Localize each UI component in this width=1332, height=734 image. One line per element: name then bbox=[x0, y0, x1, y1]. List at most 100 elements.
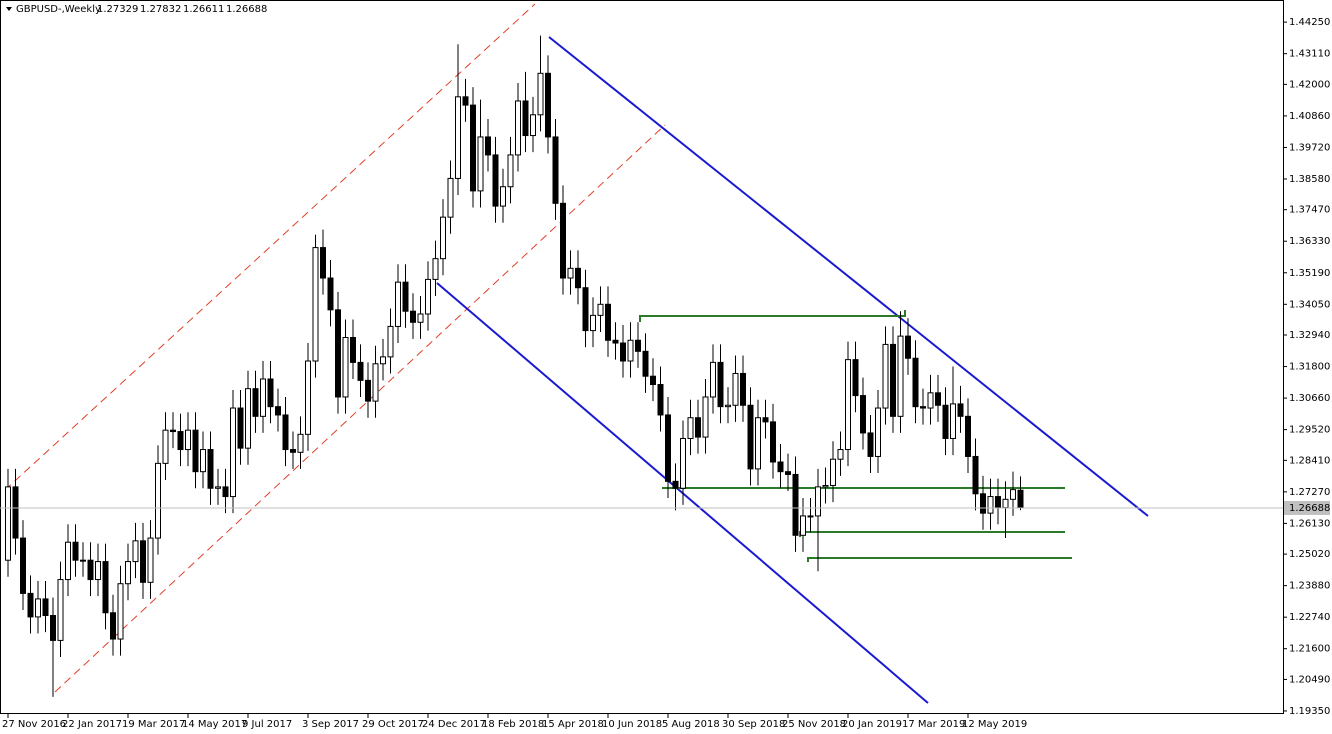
candle-body bbox=[267, 378, 274, 408]
candle-body bbox=[807, 515, 814, 518]
candle-body bbox=[72, 541, 79, 561]
y-tick-label: 1.34050 bbox=[1289, 299, 1330, 310]
candle-body bbox=[942, 404, 949, 439]
candle-body bbox=[387, 325, 394, 358]
candle-body bbox=[282, 414, 289, 451]
candle-body bbox=[440, 216, 446, 260]
candle-body bbox=[50, 615, 56, 641]
candle-body bbox=[335, 309, 341, 398]
x-tick-label: 19 Mar 2017 bbox=[122, 719, 185, 730]
candle-body bbox=[342, 336, 349, 398]
y-tick-label: 1.36330 bbox=[1289, 236, 1330, 247]
candle-body bbox=[350, 336, 356, 363]
candle-body bbox=[605, 303, 611, 341]
candle-body bbox=[432, 258, 439, 280]
x-tick-label: 30 Sep 2018 bbox=[722, 719, 785, 730]
x-tick-label: 18 Feb 2018 bbox=[482, 719, 544, 730]
candle-body bbox=[905, 335, 911, 359]
candle-body bbox=[845, 359, 851, 451]
candle-body bbox=[785, 471, 791, 475]
candle-body bbox=[365, 379, 371, 402]
chart-title: GBPUSD-,Weekly bbox=[16, 4, 101, 15]
candle-body bbox=[717, 361, 724, 408]
candle-body bbox=[972, 455, 979, 495]
candle-body bbox=[125, 561, 131, 585]
candle-body bbox=[20, 537, 26, 594]
candle-body bbox=[192, 429, 199, 473]
candle-body bbox=[545, 72, 551, 138]
y-tick-label: 1.42000 bbox=[1289, 79, 1330, 90]
y-tick-label: 1.21600 bbox=[1289, 644, 1330, 655]
candle-body bbox=[995, 496, 1001, 509]
x-tick-label: 17 Mar 2019 bbox=[902, 719, 965, 730]
candle-body bbox=[687, 417, 694, 439]
candle-body bbox=[582, 287, 589, 332]
candle-body bbox=[117, 583, 124, 640]
candle-body bbox=[740, 372, 746, 406]
candle-body bbox=[672, 480, 679, 489]
candle-body bbox=[245, 388, 251, 449]
candle-body bbox=[485, 136, 491, 156]
candle-body bbox=[980, 493, 986, 514]
candle-body bbox=[897, 335, 904, 417]
candle-body bbox=[875, 407, 881, 457]
candle-body bbox=[530, 114, 536, 137]
x-tick-label: 5 Aug 2018 bbox=[662, 719, 720, 730]
candle-body bbox=[395, 281, 401, 327]
y-tick-label: 1.26130 bbox=[1289, 518, 1330, 529]
candle-body bbox=[477, 136, 484, 192]
candle-body bbox=[65, 541, 71, 581]
y-tick-label: 1.35190 bbox=[1289, 268, 1330, 279]
candle-body bbox=[890, 343, 896, 417]
candle-body bbox=[965, 415, 971, 457]
y-tick-label: 1.37470 bbox=[1289, 205, 1330, 216]
candle-body bbox=[935, 392, 941, 406]
candle-body bbox=[815, 486, 821, 517]
candle-body bbox=[237, 407, 244, 449]
y-tick-label: 1.28410 bbox=[1289, 455, 1330, 466]
candle-body bbox=[710, 361, 716, 398]
x-tick-label: 12 May 2019 bbox=[962, 719, 1027, 730]
candle-body bbox=[792, 473, 799, 536]
candle-body bbox=[410, 310, 416, 323]
candle-body bbox=[297, 433, 304, 453]
candle-body bbox=[425, 278, 431, 315]
x-tick-label: 20 Jan 2019 bbox=[842, 719, 902, 730]
x-tick-label: 3 Sep 2017 bbox=[302, 719, 359, 730]
x-tick-label: 29 Oct 2017 bbox=[362, 719, 424, 730]
candle-body bbox=[95, 561, 101, 581]
candle-body bbox=[27, 592, 34, 618]
ohlc-close: 1.26688 bbox=[226, 4, 267, 15]
candle-body bbox=[927, 392, 934, 409]
candle-body bbox=[12, 486, 19, 539]
dropdown-icon bbox=[6, 7, 12, 11]
y-tick-label: 1.19350 bbox=[1289, 706, 1330, 717]
level-line bbox=[639, 310, 906, 322]
price-tag-label: 1.26688 bbox=[1289, 503, 1330, 514]
y-tick-label: 1.44250 bbox=[1289, 17, 1330, 28]
candle-body bbox=[312, 247, 319, 362]
candle-body bbox=[620, 342, 626, 362]
candle-body bbox=[695, 417, 701, 438]
candle-body bbox=[852, 359, 859, 397]
candle-body bbox=[507, 154, 514, 188]
candle-body bbox=[515, 100, 521, 156]
x-tick-label: 25 Nov 2018 bbox=[782, 719, 846, 730]
candle-body bbox=[185, 429, 191, 451]
candle-body bbox=[162, 429, 169, 464]
candle-body bbox=[380, 356, 386, 365]
candle-body bbox=[402, 281, 409, 312]
x-tick-label: 24 Dec 2017 bbox=[422, 719, 486, 730]
candle-body bbox=[275, 406, 281, 416]
candle-body bbox=[147, 537, 154, 583]
candle-body bbox=[770, 421, 776, 463]
x-tick-label: 9 Jul 2017 bbox=[242, 719, 292, 730]
x-tick-label: 10 Jun 2018 bbox=[602, 719, 662, 730]
candle-body bbox=[1010, 489, 1016, 500]
candle-body bbox=[837, 449, 844, 460]
y-tick-label: 1.39720 bbox=[1289, 142, 1330, 153]
candle-body bbox=[200, 449, 206, 473]
level-line bbox=[807, 557, 1072, 562]
candle-body bbox=[665, 414, 671, 482]
price-tag bbox=[1284, 500, 1330, 515]
